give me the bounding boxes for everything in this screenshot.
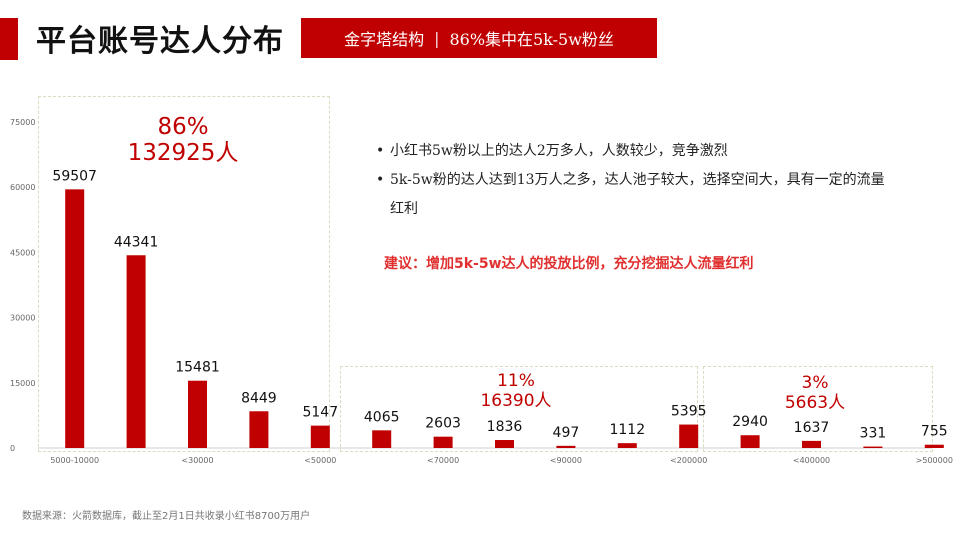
bar-value-label: 497 — [553, 425, 580, 441]
bar — [802, 440, 821, 448]
y-tick-label: 15000 — [10, 379, 35, 388]
y-tick-label: 75000 — [10, 118, 35, 127]
page-title: 平台账号达人分布 — [36, 24, 284, 59]
bar — [924, 444, 944, 448]
title-accent-bar — [0, 18, 18, 60]
y-tick-label: 30000 — [10, 314, 35, 323]
bar-value-label: 331 — [860, 426, 887, 442]
notes-list: 小红书5w粉以上的达人2万多人，人数较少，竞争激烈 5k-5w粉的达人达到13万… — [376, 137, 896, 224]
group-pct: 11% — [497, 371, 535, 391]
group-count: 5663人 — [784, 392, 846, 413]
bar-value-label: 1836 — [487, 419, 523, 435]
group-label-5k-5w: 86% 132925人 — [108, 114, 258, 167]
x-tick-label: 5000-10000 — [50, 456, 99, 465]
x-tick-label: <90000 — [550, 456, 582, 465]
bar — [310, 425, 330, 448]
bar-value-label: 44341 — [114, 234, 159, 250]
bar-value-label: 1637 — [794, 420, 830, 436]
x-tick-label: <50000 — [304, 456, 336, 465]
y-tick-label: 45000 — [10, 248, 35, 257]
y-tick-label: 0 — [10, 444, 15, 453]
bar — [249, 411, 269, 448]
source-note: 数据来源：火箭数据库，截止至2月1日共收录小红书8700万用户 — [22, 511, 311, 522]
group-label-20w-plus: 3% 5663人 — [770, 373, 860, 413]
group-label-5w-20w: 11% 16390人 — [466, 371, 566, 411]
bar-value-label: 5147 — [302, 405, 338, 421]
x-tick-label: <30000 — [181, 456, 213, 465]
bar — [495, 440, 514, 448]
title-tag-left: 金字塔结构 — [344, 30, 425, 49]
bar — [617, 443, 637, 448]
title-tag-separator: | — [434, 28, 440, 48]
bar-value-label: 1112 — [609, 422, 645, 438]
bar — [188, 380, 207, 448]
bar-value-label: 4065 — [364, 409, 400, 425]
x-tick-label: <200000 — [670, 456, 707, 465]
bar-value-label: 15481 — [175, 360, 220, 376]
group-count: 16390人 — [480, 390, 552, 411]
bar-value-label: 2603 — [425, 416, 461, 432]
group-box-5k-5w — [38, 96, 330, 452]
bar — [433, 436, 453, 448]
bar — [556, 445, 576, 448]
group-box-20w-plus — [703, 366, 933, 452]
note-item: 5k-5w粉的达人达到13万人之多，达人池子较大，选择空间大，具有一定的流量红利 — [376, 166, 896, 224]
bar-value-label: 5395 — [671, 404, 707, 420]
group-pct: 86% — [157, 114, 209, 140]
y-tick-label: 60000 — [10, 183, 35, 192]
group-count: 132925人 — [127, 140, 239, 167]
recommendation-text: 建议：增加5k-5w达人的投放比例，充分挖掘达人流量红利 — [384, 256, 754, 272]
bar — [65, 189, 85, 449]
title-tag-right: 86%集中在5k-5w粉丝 — [449, 30, 614, 49]
x-tick-label: >500000 — [916, 456, 953, 465]
bar — [863, 446, 883, 448]
bar-value-label: 2940 — [732, 414, 768, 430]
group-box-5w-20w — [340, 366, 698, 452]
group-pct: 3% — [801, 373, 829, 393]
bar — [740, 435, 760, 448]
note-item: 小红书5w粉以上的达人2万多人，人数较少，竞争激烈 — [376, 137, 896, 166]
bar-value-label: 8449 — [241, 390, 277, 406]
x-tick-label: <400000 — [793, 456, 830, 465]
bar-value-label: 59507 — [52, 168, 97, 184]
bar — [679, 424, 699, 448]
bar — [372, 430, 392, 448]
title-tag: 金字塔结构 | 86%集中在5k-5w粉丝 — [301, 18, 657, 58]
bar — [126, 255, 146, 448]
bar-value-label: 755 — [921, 424, 948, 440]
x-tick-label: <70000 — [427, 456, 459, 465]
